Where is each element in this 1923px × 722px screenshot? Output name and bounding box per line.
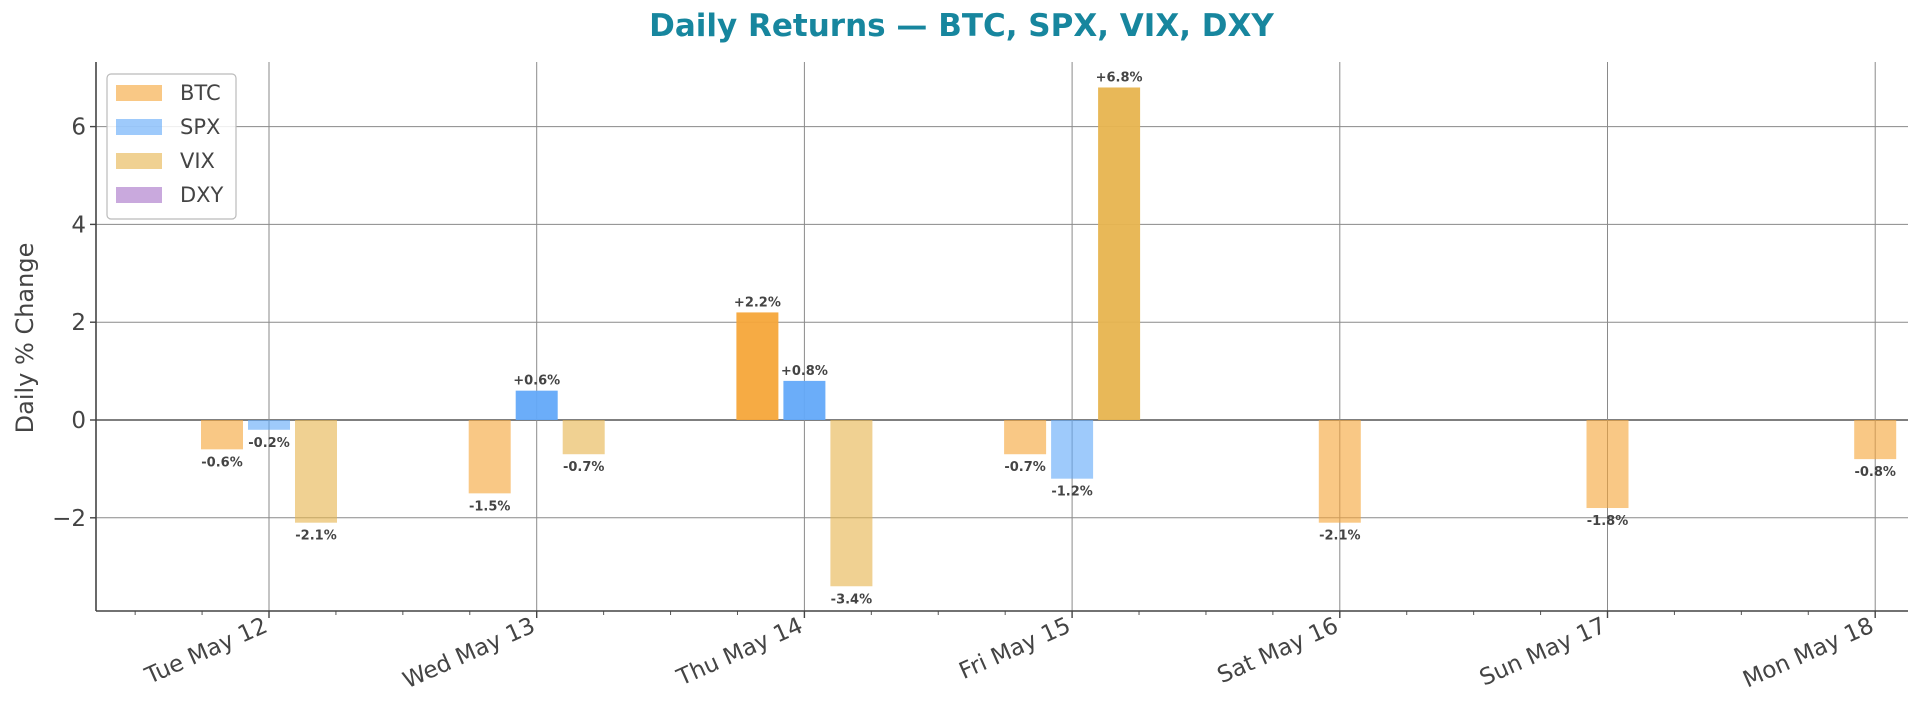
bar-btc bbox=[1004, 420, 1047, 455]
y-tick-label: 6 bbox=[71, 115, 86, 141]
bar-vix bbox=[295, 420, 337, 523]
bar-value-label: +6.8% bbox=[1096, 70, 1143, 85]
bar-btc bbox=[1854, 420, 1897, 460]
x-tick-label: Sun May 17 bbox=[1476, 613, 1610, 692]
axes bbox=[95, 62, 1908, 612]
bar-value-label: -2.1% bbox=[295, 529, 336, 544]
bar-value-label: -1.2% bbox=[1051, 485, 1092, 500]
bar-value-label: -0.6% bbox=[201, 455, 242, 470]
y-tick-label: 0 bbox=[71, 408, 86, 434]
bar-btc bbox=[1586, 420, 1629, 509]
bar-value-label: +2.2% bbox=[734, 295, 781, 310]
bar-value-label: -1.8% bbox=[1587, 514, 1628, 529]
chart-title: Daily Returns — BTC, SPX, VIX, DXY bbox=[649, 8, 1274, 44]
x-axis-ticks: Tue May 12 Wed May 13 Thu May 14 Fri May 15… bbox=[141, 611, 1878, 694]
y-axis-ticks: −2 0 2 4 6 bbox=[52, 115, 96, 532]
x-tick-label: Tue May 12 bbox=[141, 613, 272, 690]
x-tick-label: Thu May 14 bbox=[672, 613, 807, 692]
grid-lines bbox=[96, 62, 1908, 611]
y-axis-label: Daily % Change bbox=[11, 243, 39, 434]
bar-value-label: -0.7% bbox=[1004, 460, 1045, 475]
bar-value-label: -0.8% bbox=[1854, 465, 1895, 480]
legend: BTC SPX VIX DXY bbox=[106, 73, 237, 220]
bars bbox=[201, 87, 1897, 587]
y-tick-label: −2 bbox=[52, 506, 86, 532]
x-tick-label: Fri May 15 bbox=[955, 613, 1074, 685]
bar-value-label: -1.5% bbox=[469, 499, 510, 514]
legend-label-btc: BTC bbox=[180, 81, 221, 105]
bar-value-label: +0.8% bbox=[781, 364, 828, 379]
bar-value-label: -0.2% bbox=[248, 436, 289, 451]
y-tick-label: 4 bbox=[71, 212, 86, 238]
legend-swatch-spx bbox=[116, 119, 162, 135]
bar-vix bbox=[830, 420, 873, 587]
legend-swatch-dxy bbox=[116, 187, 162, 203]
legend-box bbox=[106, 73, 237, 220]
bar-vix bbox=[1098, 87, 1141, 420]
legend-label-vix: VIX bbox=[180, 149, 215, 173]
x-tick-label: Wed May 13 bbox=[399, 613, 539, 694]
legend-swatch-vix bbox=[116, 153, 162, 169]
x-tick-label: Sat May 16 bbox=[1214, 613, 1343, 689]
bar-btc bbox=[468, 420, 511, 494]
bar-spx bbox=[783, 380, 826, 420]
bar-value-label: -2.1% bbox=[1319, 529, 1360, 544]
bar-value-label: +0.6% bbox=[513, 374, 560, 389]
bar-value-label: -0.7% bbox=[563, 460, 604, 475]
bar-btc bbox=[201, 420, 243, 450]
y-tick-label: 2 bbox=[71, 310, 86, 336]
bar-spx bbox=[1051, 420, 1094, 479]
bar-spx bbox=[515, 390, 558, 420]
bar-vix bbox=[562, 420, 605, 455]
bar-value-label: -3.4% bbox=[831, 592, 872, 607]
bar-btc bbox=[736, 312, 779, 420]
legend-swatch-btc bbox=[116, 85, 162, 101]
bar-spx bbox=[248, 420, 290, 430]
bar-btc bbox=[1318, 420, 1361, 523]
x-tick-label: Mon May 18 bbox=[1739, 613, 1877, 694]
legend-label-dxy: DXY bbox=[180, 183, 224, 207]
legend-label-spx: SPX bbox=[180, 115, 220, 139]
bar-labels: -0.6% -0.2% -2.1% -1.5% +0.6% -0.7% +2.2% +0.8%… bbox=[201, 70, 1896, 607]
